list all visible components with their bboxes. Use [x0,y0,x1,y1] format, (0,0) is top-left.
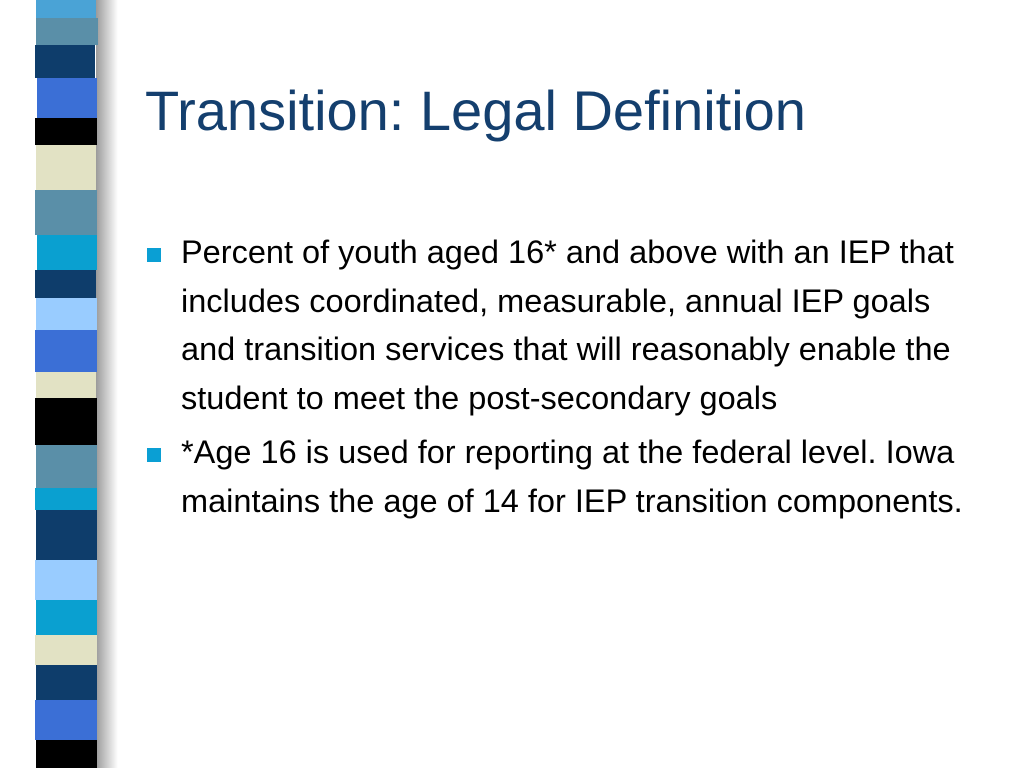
bullet: Percent of youth aged 16* and above with… [145,228,975,422]
decorative-stripe [35,0,118,768]
bullet: *Age 16 is used for reporting at the fed… [145,428,975,525]
slide-title: Transition: Legal Definition [145,79,806,142]
bullet-list: Percent of youth aged 16* and above with… [145,228,975,531]
